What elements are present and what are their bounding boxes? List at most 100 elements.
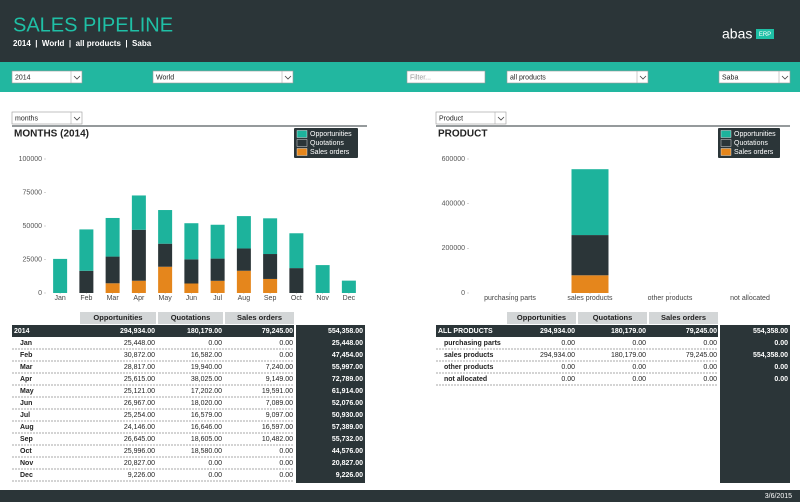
row-label: Mar [20,364,33,371]
bar-segment [158,243,173,267]
legend-box [294,128,358,158]
y-tick-label: 75000 [23,189,43,196]
cell: 20,827.00 [332,460,363,467]
cell: 7,089.00 [266,400,293,407]
legend-box [718,128,780,158]
cell: 25,254.00 [124,412,155,419]
dropdown-value: Saba [722,74,738,81]
dropdown[interactable] [11,111,83,125]
legend-label: Sales orders [310,149,350,156]
cell: 72,789.00 [332,376,363,383]
bar-segment [79,229,94,271]
cell: 19,940.00 [191,364,222,371]
cell: 0.00 [561,364,575,371]
cell: 25,996.00 [124,448,155,455]
total-row-label: ALL PRODUCTS [438,328,493,335]
dropdown-arrow [284,75,292,80]
cell: 24,146.00 [124,424,155,431]
logo: abas [722,26,752,42]
cell: 180,179.00 [611,328,646,335]
x-tick-label: Jul [213,295,222,302]
legend-label: Quotations [310,140,344,147]
legend-swatch [720,139,732,147]
x-tick-label: Nov [316,295,329,302]
total-column-bg [296,325,365,483]
row-label: purchasing parts [444,340,501,347]
column-header: Opportunities [93,313,142,322]
cell: 0.00 [632,340,646,347]
column-header-bg [507,312,576,324]
x-tick-label: purchasing parts [484,295,536,302]
legend-label: Opportunities [310,131,352,138]
legend-swatch [720,130,732,138]
column-header: Opportunities [517,313,566,322]
cell: 79,245.00 [686,352,717,359]
dropdown[interactable] [506,70,649,84]
bar-segment [263,254,278,279]
filter-placeholder: Filter... [410,74,431,81]
column-header-bg [158,312,223,324]
x-tick-label: Sep [264,295,277,302]
cell: 25,615.00 [124,376,155,383]
cell: 52,076.00 [332,400,363,407]
x-tick-label: Feb [80,295,92,302]
row-label: Sep [20,436,33,443]
dropdown[interactable] [718,70,791,84]
bar-segment [184,259,199,284]
y-tick-label: 400000 [442,201,465,208]
bar-segment [158,210,173,244]
cell: 294,934.00 [120,328,155,335]
dropdown[interactable] [152,70,294,84]
cell: 0.00 [774,364,788,371]
chart-title: MONTHS (2014) [14,129,89,140]
cell: 18,580.00 [191,448,222,455]
cell: 9,226.00 [128,472,155,479]
cell: 0.00 [279,448,293,455]
filter-input[interactable] [406,70,486,84]
cell: 61,914.00 [332,388,363,395]
logo-badge: ERP [759,32,771,38]
cell: 0.00 [632,376,646,383]
dropdown[interactable] [11,70,83,84]
row-label: Jul [20,412,30,419]
column-header-bg [80,312,156,324]
cell: 20,827.00 [124,460,155,467]
cell: 0.00 [703,364,717,371]
bar-segment [289,268,304,293]
x-tick-label: Jan [54,295,65,302]
cell: 44,576.00 [332,448,363,455]
cell: 16,579.00 [191,412,222,419]
y-tick-label: 0 [461,290,465,297]
legend-label: Opportunities [734,131,776,138]
cell: 16,597.00 [262,424,293,431]
cell: 10,482.00 [262,436,293,443]
y-tick-label: 200000 [442,245,465,252]
row-label: other products [444,364,493,371]
legend-label: Quotations [734,140,768,147]
cell: 28,817.00 [124,364,155,371]
total-row-label: 2014 [14,328,30,335]
dropdown-arrow [497,116,505,121]
x-tick-label: May [159,295,173,302]
bar-segment [236,216,251,249]
dropdown-value: all products [510,74,546,81]
dropdown-arrow [781,75,789,80]
cell: 9,097.00 [266,412,293,419]
cell: 79,245.00 [262,328,293,335]
cell: 30,872.00 [124,352,155,359]
bar-segment [53,258,68,293]
bar-segment [184,283,199,293]
row-label: Dec [20,472,33,479]
cell: 554,358.00 [753,352,788,359]
dropdown[interactable] [435,111,507,125]
cell: 50,930.00 [332,412,363,419]
cell: 294,934.00 [540,352,575,359]
x-tick-label: Dec [343,295,356,302]
header-bar [0,0,800,62]
dropdown-arrow [73,75,81,80]
bar-segment [79,270,94,293]
cell: 47,454.00 [332,352,363,359]
x-tick-label: Mar [107,295,120,302]
cell: 26,645.00 [124,436,155,443]
x-tick-label: not allocated [730,295,770,302]
